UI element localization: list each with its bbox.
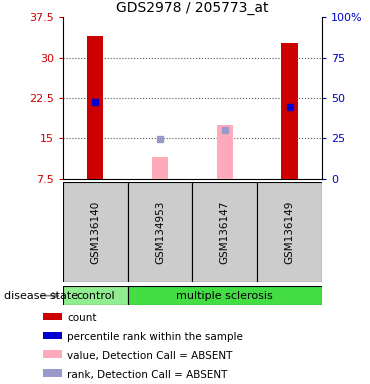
- Bar: [87, 36, 103, 179]
- Bar: [257, 182, 322, 282]
- Bar: [63, 286, 128, 305]
- Text: GSM136147: GSM136147: [220, 200, 230, 264]
- Bar: [43, 332, 62, 339]
- Text: GSM134953: GSM134953: [155, 200, 165, 264]
- Text: GSM136140: GSM136140: [90, 201, 100, 264]
- Text: count: count: [67, 313, 97, 323]
- Text: value, Detection Call = ABSENT: value, Detection Call = ABSENT: [67, 351, 232, 361]
- Text: multiple sclerosis: multiple sclerosis: [176, 291, 273, 301]
- Text: disease state: disease state: [4, 291, 78, 301]
- Bar: [217, 125, 233, 179]
- Bar: [152, 157, 168, 179]
- Bar: [282, 43, 297, 179]
- Bar: [128, 182, 192, 282]
- Text: control: control: [76, 291, 115, 301]
- Bar: [43, 350, 62, 358]
- Bar: [192, 182, 257, 282]
- Text: GSM136149: GSM136149: [285, 200, 295, 264]
- Text: percentile rank within the sample: percentile rank within the sample: [67, 332, 243, 342]
- Bar: [63, 182, 128, 282]
- Bar: [128, 286, 322, 305]
- Bar: [43, 369, 62, 377]
- Title: GDS2978 / 205773_at: GDS2978 / 205773_at: [116, 1, 269, 15]
- Text: rank, Detection Call = ABSENT: rank, Detection Call = ABSENT: [67, 370, 227, 380]
- Bar: [43, 313, 62, 320]
